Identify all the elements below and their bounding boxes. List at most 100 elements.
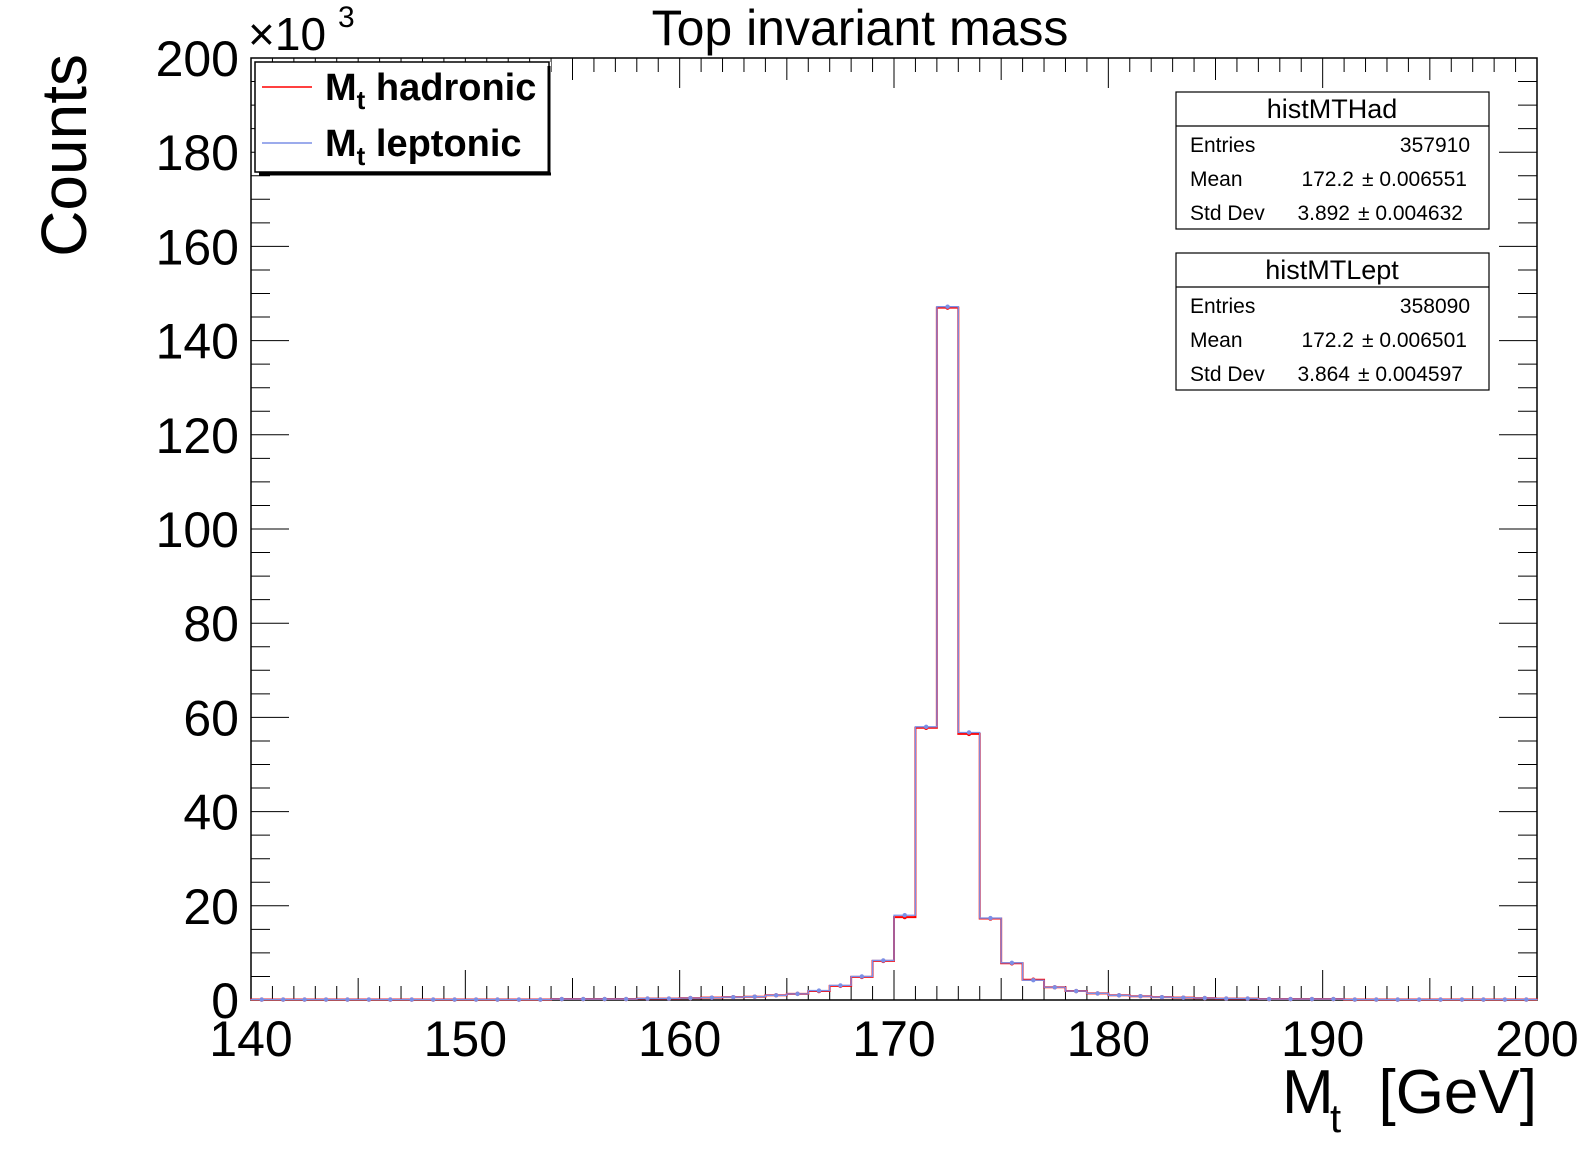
stats-mean-value: 172.2	[1301, 168, 1354, 191]
y-tick-label: 180	[156, 125, 239, 181]
axis-tick-labels: 140 150 160 170 180 190 200 0 20 40 60 80 100 120 140 1…	[156, 31, 1579, 1067]
data-point	[623, 996, 629, 1002]
x-tick-label: 190	[1281, 1011, 1364, 1067]
stats-stddev-value: 3.864	[1297, 363, 1350, 386]
data-point	[1245, 996, 1250, 1001]
data-point	[323, 997, 329, 1002]
data-point	[838, 983, 843, 988]
y-multiplier-exponent: 3	[338, 1, 355, 34]
data-point	[773, 993, 779, 998]
y-tick-label: 80	[183, 596, 239, 652]
y-tick-label: 60	[183, 690, 239, 746]
data-point	[1374, 997, 1379, 1002]
chart-title: Top invariant mass	[652, 0, 1069, 56]
x-tick-label: 170	[852, 1011, 935, 1067]
stats-stddev-label: Std Dev	[1190, 202, 1265, 225]
y-tick-label: 0	[211, 973, 239, 1029]
data-point	[966, 730, 972, 735]
y-tick-label: 200	[156, 31, 239, 87]
series-step-line	[250, 306, 1538, 1001]
data-point	[1009, 960, 1015, 965]
data-point	[388, 997, 393, 1002]
data-point	[881, 958, 886, 963]
x-tick-label: 150	[424, 1011, 507, 1067]
data-point	[473, 997, 479, 1002]
x-axis-label-sub: t	[1330, 1097, 1341, 1141]
data-point	[945, 304, 950, 309]
stats-box-leptonic: histMTLept Entries 358090 Mean 172.2 ± 0…	[1175, 252, 1490, 391]
data-point	[1266, 996, 1272, 1002]
y-tick-label: 40	[183, 785, 239, 841]
data-point	[259, 997, 264, 1002]
data-point	[1031, 978, 1036, 983]
x-axis-label-main: M	[1282, 1058, 1334, 1127]
y-tick-label: 100	[156, 502, 239, 558]
data-point	[645, 996, 650, 1001]
data-point	[688, 995, 693, 1001]
stats-stddev-error: ± 0.004632	[1358, 202, 1463, 225]
data-point	[495, 997, 500, 1002]
data-point	[1331, 996, 1336, 1002]
data-point	[1502, 997, 1508, 1002]
data-point	[1395, 997, 1400, 1002]
legend: Mt hadronic Mt leptonic	[254, 61, 551, 176]
data-point	[1181, 995, 1186, 1000]
y-axis-label: Counts	[28, 54, 100, 257]
y-tick-label: 160	[156, 219, 239, 275]
y-tick-label: 20	[183, 879, 239, 935]
data-point	[280, 997, 286, 1002]
data-point	[538, 997, 543, 1002]
data-point	[1438, 997, 1443, 1002]
x-tick-label: 180	[1067, 1011, 1150, 1067]
data-point	[731, 994, 736, 1000]
data-point	[859, 974, 865, 979]
data-point	[1159, 994, 1165, 1000]
data-point	[902, 913, 907, 918]
data-point	[988, 915, 993, 921]
data-point	[795, 991, 800, 997]
data-point	[709, 995, 715, 1000]
x-tick-label: 160	[638, 1011, 721, 1067]
data-point	[1073, 988, 1079, 994]
data-point	[1095, 991, 1100, 996]
data-point	[366, 997, 372, 1002]
data-point	[1116, 993, 1122, 998]
data-point	[602, 996, 607, 1002]
series-layer	[250, 304, 1538, 1002]
data-point	[581, 996, 586, 1002]
stats-stddev-value: 3.892	[1297, 202, 1350, 225]
series-hadronic	[250, 305, 1538, 1002]
data-point	[1459, 997, 1465, 1002]
stats-title: histMTHad	[1267, 94, 1398, 124]
x-axis-label-unit: [GeV]	[1378, 1058, 1537, 1127]
data-point	[1416, 997, 1422, 1002]
data-point	[452, 997, 457, 1002]
data-point	[1524, 997, 1529, 1002]
data-point	[345, 997, 350, 1002]
stats-mean-label: Mean	[1190, 329, 1243, 352]
data-point	[752, 994, 757, 999]
data-point	[666, 996, 672, 1001]
data-point	[1224, 996, 1229, 1001]
data-point	[516, 997, 522, 1002]
stats-mean-value: 172.2	[1301, 329, 1354, 352]
data-point	[1138, 994, 1143, 999]
x-axis-label: M t [GeV]	[1282, 1058, 1537, 1141]
stats-entries-label: Entries	[1190, 295, 1255, 318]
data-point	[409, 997, 414, 1002]
stats-box-hadronic: histMTHad Entries 357910 Mean 172.2 ± 0.…	[1175, 91, 1490, 230]
stats-entries-label: Entries	[1190, 134, 1255, 157]
data-point	[1288, 996, 1293, 1002]
stats-entries-value: 357910	[1400, 134, 1470, 157]
y-tick-label: 140	[156, 314, 239, 370]
data-point	[1202, 995, 1207, 1001]
series-leptonic	[250, 304, 1538, 1002]
series-step-line	[250, 306, 1538, 1001]
stats-stddev-error: ± 0.004597	[1358, 363, 1463, 386]
data-point	[1052, 985, 1057, 990]
data-point	[430, 997, 436, 1002]
data-point	[816, 988, 822, 993]
data-point	[1481, 997, 1486, 1002]
data-point	[923, 724, 929, 730]
